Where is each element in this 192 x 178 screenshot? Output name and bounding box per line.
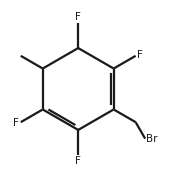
Text: F: F — [75, 156, 81, 166]
Text: F: F — [137, 50, 143, 60]
Text: F: F — [75, 12, 81, 22]
Text: Br: Br — [146, 134, 158, 144]
Text: F: F — [13, 118, 19, 128]
